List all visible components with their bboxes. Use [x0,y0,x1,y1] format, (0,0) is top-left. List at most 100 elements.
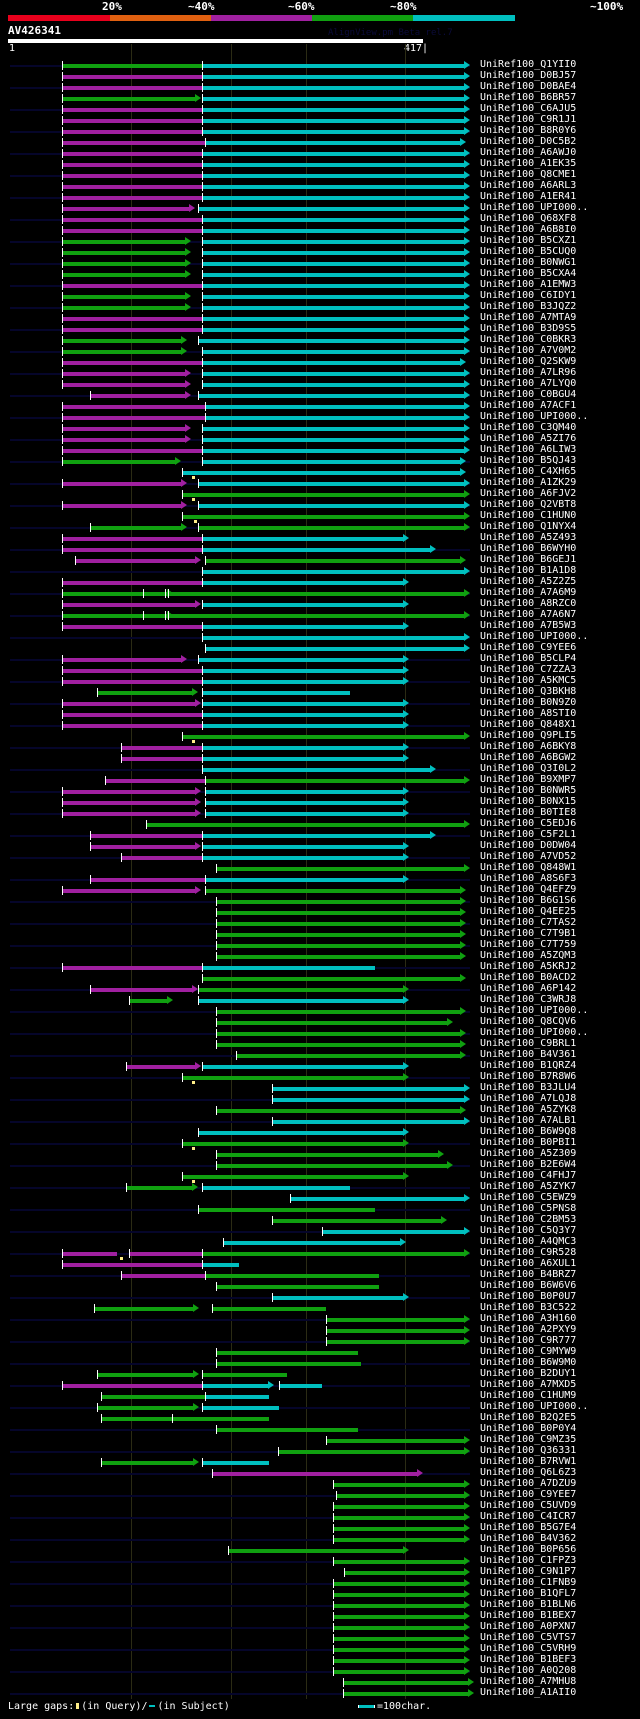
hsp-segment[interactable] [61,801,196,805]
hsp-segment[interactable] [216,1351,359,1355]
hsp-segment[interactable] [61,889,196,893]
hsp-segment[interactable] [202,581,404,585]
hsp-segment[interactable] [202,108,466,112]
hsp-segment[interactable] [61,1252,118,1256]
alignment-row[interactable]: UniRef100_A7A6N7 [0,609,640,621]
hsp-segment[interactable] [181,471,462,475]
alignment-row[interactable]: UniRef100_C4ICR7 [0,1511,640,1523]
hsp-segment[interactable] [202,1384,269,1388]
hit-label[interactable]: UniRef100_B1BEF3 [480,1654,577,1665]
alignment-row[interactable]: UniRef100_A5KMC5 [0,675,640,687]
hit-label[interactable]: UniRef100_B6W6V6 [480,1280,577,1291]
hsp-segment[interactable] [216,867,466,871]
hsp-segment[interactable] [216,1032,462,1036]
alignment-row[interactable]: UniRef100_A8RZC0 [0,598,640,610]
hsp-segment[interactable] [61,383,186,387]
alignment-row[interactable]: UniRef100_B4V362 [0,1533,640,1545]
hit-label[interactable]: UniRef100_C9R777 [480,1335,577,1346]
alignment-row[interactable]: UniRef100_B3JQZ2 [0,301,640,313]
hsp-segment[interactable] [205,1274,380,1278]
hsp-segment[interactable] [90,834,203,838]
hsp-segment[interactable] [216,1021,449,1025]
hsp-segment[interactable] [202,163,466,167]
hsp-segment[interactable] [212,1307,327,1311]
alignment-row[interactable]: UniRef100_A0PXN7 [0,1621,640,1633]
alignment-row[interactable]: UniRef100_B0P0Y4 [0,1423,640,1435]
alignment-row[interactable]: UniRef100_Q1NYX4 [0,521,640,533]
hsp-segment[interactable] [333,1560,466,1564]
hsp-segment[interactable] [202,1406,279,1410]
hit-label[interactable]: UniRef100_C5PNS8 [480,1203,577,1214]
hit-label[interactable]: UniRef100_C1FPZ3 [480,1555,577,1566]
hit-label[interactable]: UniRef100_C3WRJ8 [480,994,577,1005]
alignment-row[interactable]: UniRef100_UPI000.. [0,1005,640,1017]
alignment-row[interactable]: UniRef100_B5CLP4 [0,653,640,665]
hit-label[interactable]: UniRef100_A5Z2Z5 [480,576,577,587]
hsp-segment[interactable] [202,372,466,376]
hit-label[interactable]: UniRef100_B4V362 [480,1533,577,1544]
hit-label[interactable]: UniRef100_A6B8I0 [480,224,577,235]
hit-label[interactable]: UniRef100_B4BRZ7 [480,1269,577,1280]
alignment-row[interactable]: UniRef100_B4BRZ7 [0,1269,640,1281]
hit-label[interactable]: UniRef100_B6WYH0 [480,543,577,554]
alignment-row[interactable]: UniRef100_C7T9B1 [0,928,640,940]
alignment-row[interactable]: UniRef100_B0ACD2 [0,972,640,984]
hsp-segment[interactable] [333,1648,466,1652]
hit-label[interactable]: UniRef100_A6BKY8 [480,741,577,752]
hsp-segment[interactable] [202,119,466,123]
alignment-row[interactable]: UniRef100_A6BKY8 [0,741,640,753]
hit-label[interactable]: UniRef100_B0P0Y4 [480,1423,577,1434]
hsp-segment[interactable] [202,273,466,277]
hit-label[interactable]: UniRef100_B5CUQ0 [480,246,577,257]
hsp-segment[interactable] [205,779,466,783]
hsp-segment[interactable] [202,702,404,706]
hsp-segment[interactable] [198,658,404,662]
alignment-row[interactable]: UniRef100_A6BGW2 [0,752,640,764]
hit-label[interactable]: UniRef100_C6AJU5 [480,103,577,114]
hit-label[interactable]: UniRef100_UPI000.. [480,411,589,422]
alignment-row[interactable]: UniRef100_A6ARL3 [0,180,640,192]
hit-label[interactable]: UniRef100_B9XMP7 [480,774,577,785]
hit-label[interactable]: UniRef100_C5Q3Y7 [480,1225,577,1236]
hsp-segment[interactable] [216,933,462,937]
hit-label[interactable]: UniRef100_A7DZU9 [480,1478,577,1489]
hsp-segment[interactable] [181,1076,404,1080]
hit-label[interactable]: UniRef100_B0N9Z0 [480,697,577,708]
hit-label[interactable]: UniRef100_C4ICR7 [480,1511,577,1522]
alignment-row[interactable]: UniRef100_A8STI0 [0,708,640,720]
alignment-row[interactable]: UniRef100_Q8CQV6 [0,1016,640,1028]
hit-label[interactable]: UniRef100_C6IDY1 [480,290,577,301]
hsp-segment[interactable] [61,460,176,464]
alignment-row[interactable]: UniRef100_Q3I0L2 [0,763,640,775]
hit-label[interactable]: UniRef100_Q3BKH8 [480,686,577,697]
hit-label[interactable]: UniRef100_A1EMW3 [480,279,577,290]
hsp-segment[interactable] [61,64,203,68]
alignment-row[interactable]: UniRef100_A1ER41 [0,191,640,203]
alignment-row[interactable]: UniRef100_C9R1J1 [0,114,640,126]
alignment-row[interactable]: UniRef100_D0BAE4 [0,81,640,93]
hit-label[interactable]: UniRef100_C1FNB9 [480,1577,577,1588]
hsp-segment[interactable] [61,273,186,277]
hsp-segment[interactable] [61,625,203,629]
alignment-row[interactable]: UniRef100_Q4EFZ9 [0,884,640,896]
hit-label[interactable]: UniRef100_A1AII0 [480,1687,577,1698]
alignment-row[interactable]: UniRef100_A6FJV2 [0,488,640,501]
hsp-segment[interactable] [228,1549,404,1553]
hsp-segment[interactable] [202,746,404,750]
hit-label[interactable]: UniRef100_A7ALB1 [480,1115,577,1126]
alignment-row[interactable]: UniRef100_B2DUY1 [0,1368,640,1380]
alignment-row[interactable]: UniRef100_C3QM40 [0,422,640,434]
hsp-segment[interactable] [202,229,466,233]
alignment-row[interactable]: UniRef100_B6W6V6 [0,1280,640,1292]
hit-label[interactable]: UniRef100_A7A6M9 [480,587,577,598]
hsp-segment[interactable] [202,438,466,442]
hit-label[interactable]: UniRef100_A1ZK29 [480,477,577,488]
hsp-segment[interactable] [181,1142,404,1146]
hsp-segment[interactable] [61,790,196,794]
hsp-segment[interactable] [105,779,206,783]
hit-label[interactable]: UniRef100_UPI000.. [480,1401,589,1412]
hit-label[interactable]: UniRef100_A6FJV2 [480,488,577,499]
hsp-segment[interactable] [75,559,196,563]
hsp-segment[interactable] [205,559,462,563]
hit-label[interactable]: UniRef100_B3JLU4 [480,1082,577,1093]
